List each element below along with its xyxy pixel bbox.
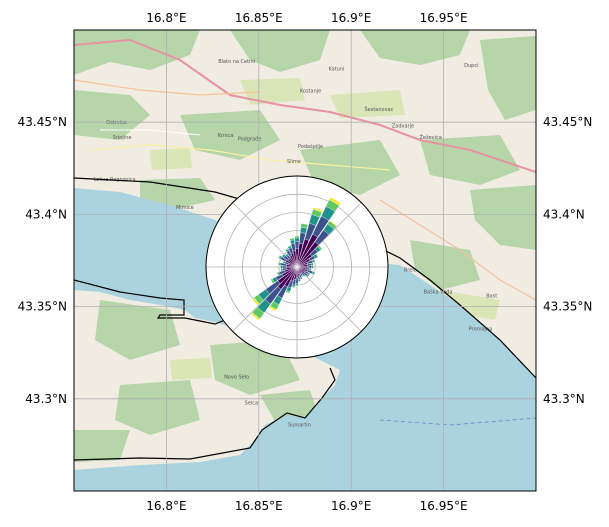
rose-bar-segment <box>328 196 342 206</box>
y-tick-label-left: 43.4°N <box>25 207 67 221</box>
rose-bar-segment <box>312 207 323 213</box>
place-label: Mimice <box>176 205 194 211</box>
rose-bar-segment <box>307 265 312 269</box>
rose-bar-segment <box>329 220 338 227</box>
y-tick-label-left: 43.35°N <box>18 300 67 314</box>
wind-rose-bars <box>250 196 342 321</box>
x-tick-label-top: 16.85°E <box>235 11 283 25</box>
rose-bar-segment <box>291 286 296 288</box>
rose-spoke <box>296 266 362 332</box>
x-tick-label-top: 16.95°E <box>420 11 468 25</box>
place-label: Kostanje <box>300 89 321 95</box>
rose-bar-segment <box>298 279 301 282</box>
rose-bar-segment <box>268 305 277 312</box>
gridlines <box>74 30 536 491</box>
rose-bar-segment <box>252 297 260 306</box>
place-label: Krnica <box>218 133 234 139</box>
rose-bar-segment <box>279 265 281 269</box>
rose-bar-segment <box>287 244 292 248</box>
rose-bar-segment <box>295 284 299 287</box>
place-label: Bast <box>486 293 497 299</box>
y-tick-label-right: 43.3°N <box>543 392 585 406</box>
place-label: Brela <box>404 268 417 274</box>
rose-bar-segment <box>313 271 316 276</box>
y-tick-label-left: 43.45°N <box>18 115 67 129</box>
rose-bar-segment <box>299 276 303 280</box>
wind-rose <box>205 175 389 359</box>
rose-bar-segment <box>280 265 283 269</box>
rose-bar-segment <box>317 245 323 251</box>
rose-bar-segment <box>270 278 275 284</box>
y-tick-label-right: 43.4°N <box>543 207 585 221</box>
rose-bar-segment <box>282 265 287 269</box>
rose-bar-segment <box>282 260 286 264</box>
rose-bar-segment <box>295 277 299 284</box>
rose-bar-segment <box>280 268 284 272</box>
place-label: Dupci <box>464 63 478 69</box>
rose-bar-segment <box>285 253 289 257</box>
x-tick-label-bottom: 16.85°E <box>235 499 283 513</box>
x-tick-label-bottom: 16.95°E <box>420 499 468 513</box>
x-tick-label-bottom: 16.9°E <box>331 499 371 513</box>
place-label: Selca <box>245 400 258 406</box>
rose-bar-segment <box>315 253 319 258</box>
rose-bar-segment <box>276 272 279 276</box>
rose-bar-segment <box>311 265 314 269</box>
rose-bar-segment <box>313 258 316 263</box>
x-tick-label-top: 16.8°E <box>146 11 186 25</box>
rose-bar-segment <box>295 283 299 286</box>
rose-bar-segment <box>281 254 286 258</box>
y-tick-label-right: 43.35°N <box>543 300 592 314</box>
rose-bar-segment <box>305 274 310 278</box>
rose-bar-segment <box>250 312 261 321</box>
rose-bar-segment <box>294 235 300 239</box>
place-label: Katuni <box>328 67 344 73</box>
x-tick-label-bottom: 16.8°E <box>146 499 186 513</box>
rose-bar-segment <box>277 262 280 266</box>
wind-rose-outline <box>205 175 389 359</box>
rose-bar-segment <box>303 274 306 277</box>
rose-bar-segment <box>310 262 314 266</box>
rose-bar-segment <box>294 237 300 242</box>
place-label: Sumartin <box>288 422 311 428</box>
place-label: Podašpilje <box>298 143 323 150</box>
place-label: Blato na Cetini <box>218 59 255 65</box>
place-label: Slime <box>287 159 301 165</box>
y-tick-label-right: 43.45°N <box>543 115 592 129</box>
rose-bar-segment <box>284 247 289 251</box>
place-label: Ostrvica <box>106 120 127 126</box>
rose-bar-segment <box>307 272 311 276</box>
place-label: Podgrađe <box>238 137 262 143</box>
rose-bar-segment <box>309 268 312 271</box>
place-label: Zadvarje <box>392 124 414 130</box>
place-label: Žeževica <box>419 133 441 141</box>
y-tick-label-left: 43.3°N <box>25 392 67 406</box>
rose-bar-segment <box>300 223 309 229</box>
rose-bar-segment <box>294 241 300 250</box>
place-label: Promajna <box>469 327 493 333</box>
place-label: Srinjine <box>113 135 132 141</box>
x-tick-label-top: 16.9°E <box>331 11 371 25</box>
place-label: Baška Voda <box>424 289 453 296</box>
rose-bar-segment <box>277 254 281 259</box>
rose-bar-segment <box>289 237 295 241</box>
road-network <box>74 38 536 426</box>
rose-bar-segment <box>301 275 304 278</box>
place-label: Šestanovac <box>364 106 393 113</box>
tick-labels: 16.8°E 16.8°E 16.85°E 16.85°E 16.9°E 16.9°E 16… <box>18 11 593 513</box>
place-label: Novo Selo <box>224 375 249 381</box>
map-frame <box>73 29 537 492</box>
rose-bar-segment <box>285 289 291 294</box>
